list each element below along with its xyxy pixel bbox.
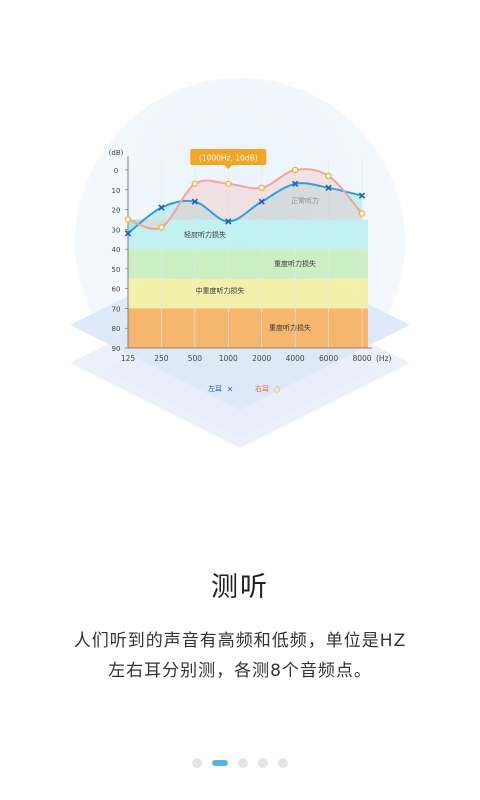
y-tick-90: 90 xyxy=(112,345,121,353)
pager-dot-5[interactable] xyxy=(278,757,288,768)
left-ear-point-6000 xyxy=(325,184,332,191)
band-3 xyxy=(128,278,368,309)
y-tick-70: 70 xyxy=(112,305,121,313)
legend-label-1: 右耳 xyxy=(255,384,269,393)
x-tick-500: 500 xyxy=(188,354,203,363)
band-label-1: 轻度听力损失 xyxy=(184,230,226,239)
right-ear-point-2000 xyxy=(258,184,265,192)
page-title: 测听 xyxy=(211,572,269,603)
description-line-2: 左右耳分别测，各测8个音频点。 xyxy=(108,661,372,681)
band-4 xyxy=(128,308,368,348)
left-ear-point-250 xyxy=(158,204,165,211)
right-ear-point-8000 xyxy=(358,210,366,217)
band-label-4: 重度听力损失 xyxy=(269,323,311,332)
series-line-左耳 xyxy=(127,182,363,235)
y-tick-50: 50 xyxy=(112,266,121,274)
left-ear-point-4000 xyxy=(291,180,299,188)
x-unit-label: (Hz) xyxy=(376,354,392,363)
left-ear-point-125 xyxy=(124,230,132,237)
description-line-1: 人们听到的声音有高频和低频，单位是HZ xyxy=(73,631,407,651)
right-ear-point-250 xyxy=(158,224,165,231)
y-tick-0: 0 xyxy=(114,167,118,175)
right-ear-point-500 xyxy=(191,180,199,188)
right-ear-point-4000 xyxy=(291,166,299,174)
y-tick-80: 80 xyxy=(112,325,121,333)
x-tick-6000: 6000 xyxy=(319,354,338,363)
x-tick-250: 250 xyxy=(154,354,169,363)
x-tick-125: 125 xyxy=(121,354,136,363)
y-tick-20: 20 xyxy=(112,207,121,215)
y-tick-10: 10 xyxy=(112,187,121,195)
legend-marker-0: × xyxy=(227,385,234,394)
right-ear-point-125 xyxy=(124,216,132,223)
tooltip-arrow xyxy=(224,165,233,169)
left-ear-point-500 xyxy=(191,198,199,205)
y-tick-30: 30 xyxy=(112,226,121,234)
tooltip-text: (1000Hz, 10dB) xyxy=(199,154,258,163)
pager-dot-2[interactable] xyxy=(212,759,228,766)
x-tick-1000: 1000 xyxy=(219,354,238,363)
series-area-0 xyxy=(128,183,362,234)
band-label-3: 中重度听力损失 xyxy=(196,286,245,295)
x-tick-8000: 8000 xyxy=(352,354,371,363)
x-tick-4000: 4000 xyxy=(286,354,305,363)
pager-dots xyxy=(0,752,480,771)
legend-label-0: 左耳 xyxy=(208,384,222,393)
left-ear-point-8000 xyxy=(358,192,366,199)
band-label-0: 正常听力 xyxy=(291,196,319,205)
left-ear-point-1000 xyxy=(225,218,232,225)
band-2 xyxy=(128,249,368,279)
x-tick-2000: 2000 xyxy=(252,354,271,363)
y-unit-label: (dB) xyxy=(109,149,124,157)
pager-dot-1[interactable] xyxy=(192,757,202,768)
pager-dot-3[interactable] xyxy=(238,757,248,768)
left-ear-point-2000 xyxy=(258,198,265,205)
tooltip-box xyxy=(190,149,267,165)
pager-dot-4[interactable] xyxy=(258,757,268,768)
y-tick-60: 60 xyxy=(112,286,121,294)
right-ear-point-1000 xyxy=(225,180,232,188)
legend-marker-1: ○ xyxy=(274,385,281,394)
right-ear-point-6000 xyxy=(325,172,332,180)
band-1 xyxy=(128,219,368,250)
y-tick-40: 40 xyxy=(112,246,121,254)
